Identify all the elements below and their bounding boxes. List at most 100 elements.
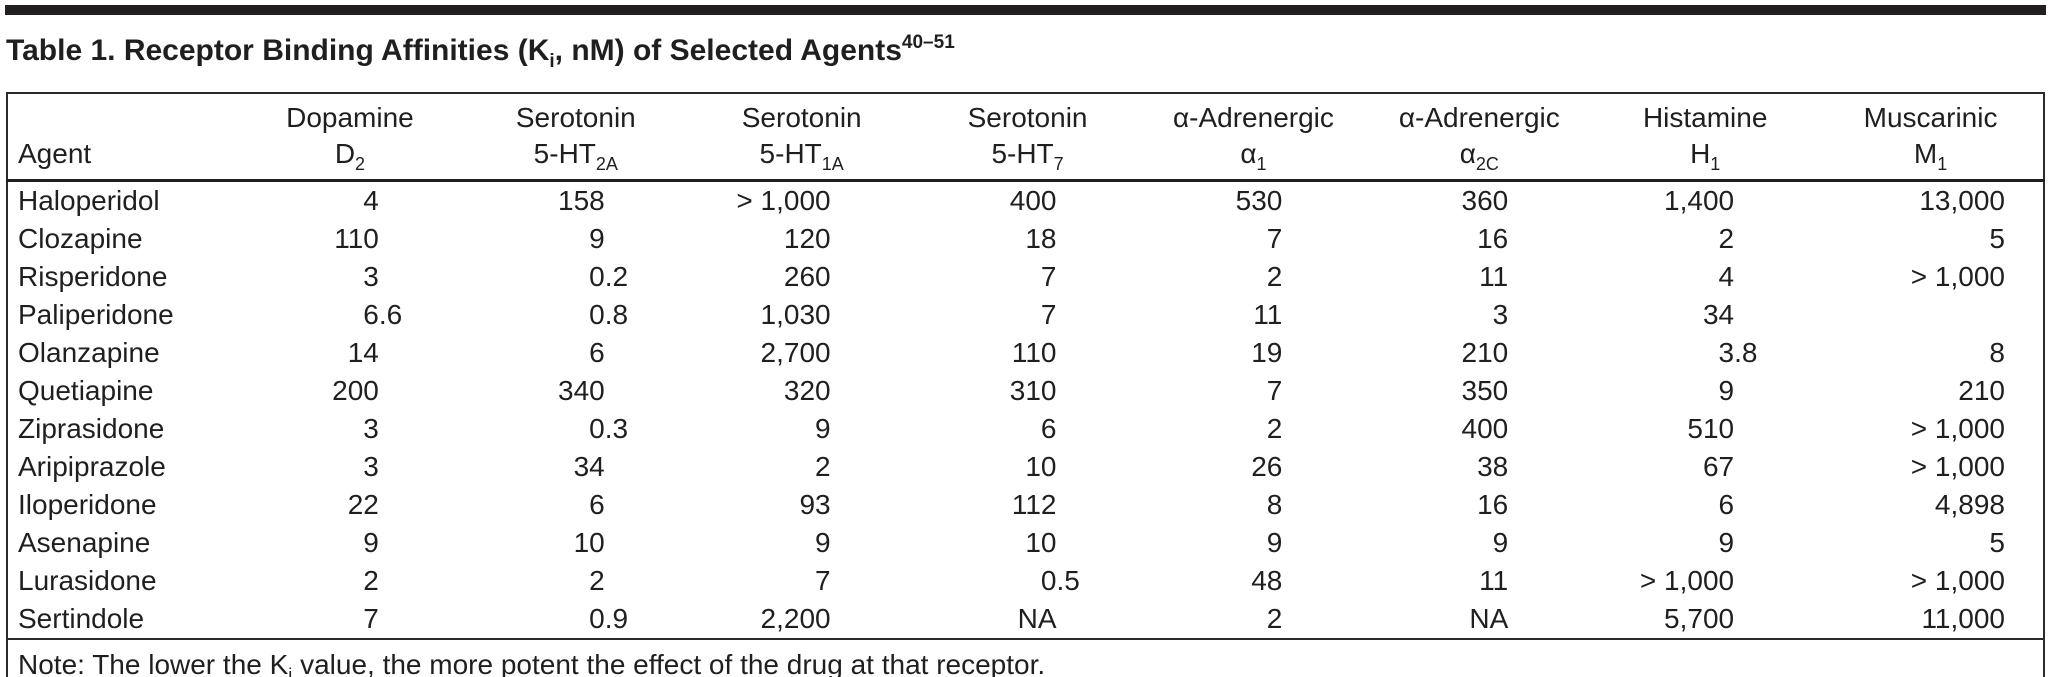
cell-alpha1-adrenergic: 2 <box>1266 261 1283 292</box>
column-header-symbol: M1 <box>1913 138 1948 174</box>
page: Table 1. Receptor Binding Affinities (Ki… <box>0 5 2051 677</box>
cell-serotonin-5ht7: 10 <box>1025 451 1057 482</box>
cell-serotonin-5ht7: 310 <box>1009 375 1057 406</box>
cell-serotonin-5ht2a: 340 <box>558 375 605 406</box>
cell-serotonin-5ht7: 10 <box>1025 527 1057 558</box>
note-row: Note: The lower the Ki value, the more p… <box>7 638 2044 677</box>
cell-alpha2c-adrenergic: 16 <box>1477 489 1509 520</box>
table-row: Ziprasidone 3 0.3 9 6 2 400 510 > 1,000 <box>7 410 2044 448</box>
cell-muscarinic-m1: 5 <box>1989 223 2005 254</box>
cell-serotonin-5ht2a: 0.9 <box>589 603 629 634</box>
cell-alpha2c-adrenergic: 360 <box>1461 185 1509 216</box>
agent-cell: Sertindole <box>18 603 145 634</box>
cell-histamine-h1: 510 <box>1687 413 1735 444</box>
note-text-post: value, the more potent the effect of the… <box>292 648 1046 677</box>
cell-dopamine-d2: 3 <box>363 413 379 444</box>
column-header-serotonin-5ht2a: Serotonin 5-HT2A <box>462 93 689 182</box>
table-row: Asenapine 9 10 9 10 9 9 9 5 <box>7 524 2044 562</box>
table-body: Haloperidol 4 158 > 1,000 400 530 360 1,400 13,0… <box>7 181 2044 640</box>
cell-serotonin-5ht7: NA <box>1017 603 1057 634</box>
cell-histamine-h1: 9 <box>1718 375 1735 406</box>
cell-histamine-h1: 6 <box>1718 489 1735 520</box>
cell-alpha2c-adrenergic: 11 <box>1479 565 1509 596</box>
cell-serotonin-5ht7: 7 <box>1040 261 1057 292</box>
cell-muscarinic-m1: > 1,000 <box>1910 413 2005 444</box>
column-header-top-label: Serotonin <box>967 102 1088 133</box>
column-header-top-label <box>18 100 237 135</box>
cell-alpha2c-adrenergic: 3 <box>1492 299 1509 330</box>
table-row: Risperidone 3 0.2 260 7 2 11 4 > 1,000 <box>7 258 2044 296</box>
cell-alpha2c-adrenergic: 210 <box>1461 337 1509 368</box>
table-number: Table 1. <box>6 34 116 67</box>
column-header-top-label: α-Adrenergic <box>1172 102 1334 133</box>
agent-cell: Olanzapine <box>18 337 160 368</box>
cell-histamine-h1: 1,400 <box>1664 185 1735 216</box>
column-header-top-label: Muscarinic <box>1863 102 1998 133</box>
cell-alpha2c-adrenergic: 350 <box>1461 375 1509 406</box>
cell-histamine-h1: 5,700 <box>1664 603 1735 634</box>
agent-cell: Iloperidone <box>18 489 157 520</box>
column-header-top-label: α-Adrenergic <box>1398 102 1560 133</box>
column-header-alpha1-adrenergic: α-Adrenergic α1 <box>1140 93 1367 182</box>
agent-cell: Aripiprazole <box>18 451 166 482</box>
cell-alpha2c-adrenergic: 38 <box>1477 451 1509 482</box>
cell-alpha2c-adrenergic: 16 <box>1477 223 1509 254</box>
cell-histamine-h1: 34 <box>1702 299 1735 330</box>
cell-serotonin-5ht7: 400 <box>1009 185 1057 216</box>
column-header-top-label: Dopamine <box>286 102 414 133</box>
column-header-symbol: 5-HT2A <box>533 138 618 174</box>
cell-serotonin-5ht7: 110 <box>1011 337 1057 368</box>
cell-alpha1-adrenergic: 2 <box>1266 603 1283 634</box>
cell-alpha1-adrenergic: 48 <box>1251 565 1283 596</box>
column-header-subscript: 1A <box>821 154 844 174</box>
cell-serotonin-5ht1a: 9 <box>815 527 831 558</box>
cell-serotonin-5ht1a: 7 <box>815 565 831 596</box>
cell-serotonin-5ht2a: 2 <box>589 565 605 596</box>
cell-histamine-h1: 2 <box>1718 223 1735 254</box>
column-header-symbol: H1 <box>1690 138 1721 174</box>
cell-serotonin-5ht7: 112 <box>1011 489 1057 520</box>
agent-cell: Ziprasidone <box>18 413 165 444</box>
column-header-top-label: Histamine <box>1642 102 1768 133</box>
column-header-histamine-h1: Histamine H1 <box>1592 93 1819 182</box>
cell-alpha1-adrenergic: 11 <box>1253 299 1283 330</box>
title-ki-subscript: i <box>549 51 555 72</box>
cell-alpha1-adrenergic: 7 <box>1266 223 1283 254</box>
cell-serotonin-5ht2a: 34 <box>573 451 605 482</box>
cell-serotonin-5ht7: 18 <box>1025 223 1057 254</box>
cell-muscarinic-m1: 210 <box>1958 375 2005 406</box>
column-header-subscript: 1 <box>1937 154 1948 174</box>
cell-muscarinic-m1 <box>1818 296 2044 334</box>
agent-cell: Haloperidol <box>18 185 160 216</box>
column-header-agent: Agent <box>7 93 237 182</box>
column-header-alpha2c-adrenergic: α-Adrenergic α2C <box>1366 93 1593 182</box>
table-row: Sertindole 7 0.9 2,200 NA 2 NA 5,700 11,000 <box>7 600 2044 639</box>
note-text-pre: Note: The lower the K <box>18 648 289 677</box>
column-header-symbol: 5-HT7 <box>991 138 1064 174</box>
cell-alpha2c-adrenergic: NA <box>1469 603 1509 634</box>
note-ki-subscript: i <box>288 664 293 677</box>
agent-cell: Clozapine <box>18 223 143 254</box>
column-header-subscript: 2C <box>1475 154 1499 174</box>
cell-muscarinic-m1: > 1,000 <box>1910 261 2005 292</box>
column-header-symbol: α1 <box>1240 138 1267 174</box>
cell-serotonin-5ht7: 6 <box>1040 413 1057 444</box>
cell-alpha2c-adrenergic: 400 <box>1461 413 1509 444</box>
cell-dopamine-d2: 3 <box>363 261 379 292</box>
cell-histamine-h1: > 1,000 <box>1639 565 1735 596</box>
cell-alpha1-adrenergic: 9 <box>1266 527 1283 558</box>
column-header-serotonin-5ht1a: Serotonin 5-HT1A <box>688 93 915 182</box>
cell-serotonin-5ht1a: 2,200 <box>760 603 831 634</box>
cell-serotonin-5ht7: 7 <box>1040 299 1057 330</box>
cell-dopamine-d2: 9 <box>363 527 379 558</box>
cell-muscarinic-m1: 11,000 <box>1921 603 2005 634</box>
cell-alpha1-adrenergic: 2 <box>1266 413 1283 444</box>
cell-serotonin-5ht1a: > 1,000 <box>736 185 831 216</box>
cell-serotonin-5ht1a: 120 <box>783 223 831 254</box>
title-text-pre: Receptor Binding Affinities (K <box>115 34 550 67</box>
agent-cell: Paliperidone <box>18 299 174 330</box>
cell-serotonin-5ht7: 0.5 <box>1040 565 1080 596</box>
table-row: Iloperidone 22 6 93 112 8 16 6 4,898 <box>7 486 2044 524</box>
table-row: Quetiapine 200 340 320 310 7 350 9 210 <box>7 372 2044 410</box>
top-rule <box>5 5 2046 15</box>
